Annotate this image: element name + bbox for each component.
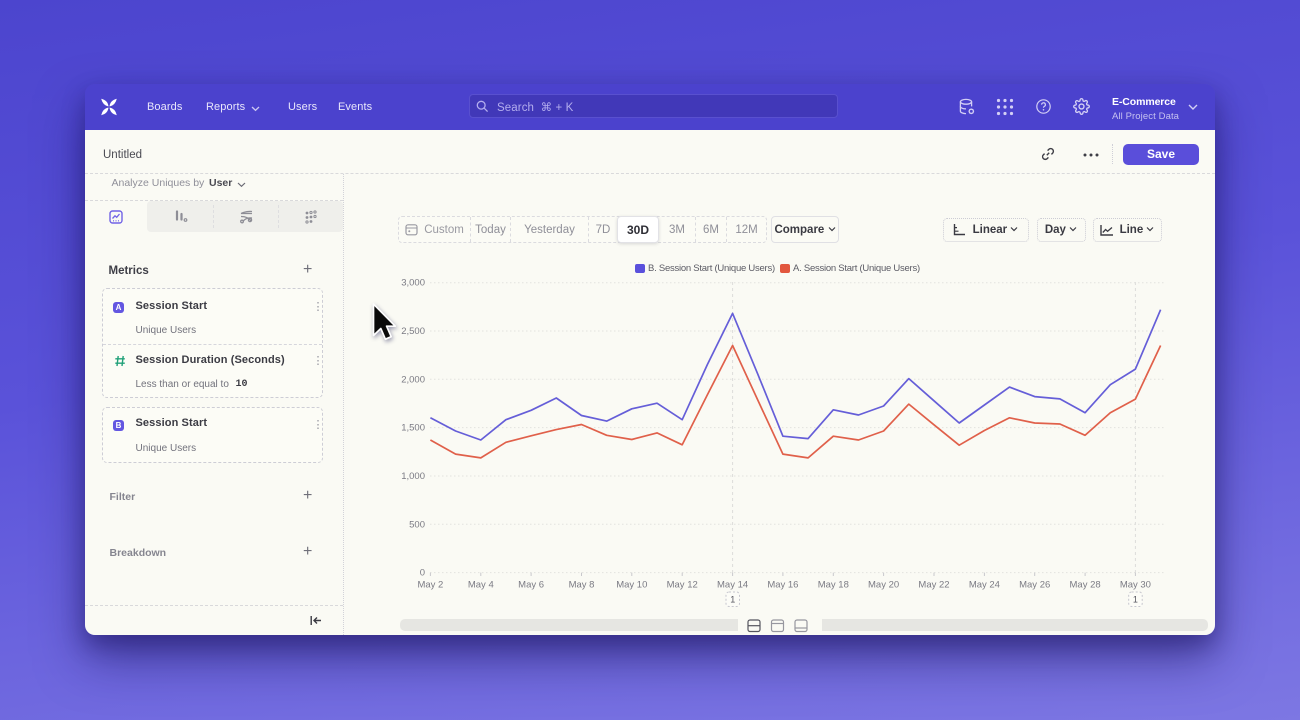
- svg-text:1,500: 1,500: [401, 423, 425, 434]
- svg-text:May 4: May 4: [468, 580, 494, 591]
- svg-text:May 26: May 26: [1019, 580, 1050, 591]
- svg-text:May 12: May 12: [667, 580, 698, 591]
- svg-text:May 20: May 20: [868, 580, 899, 591]
- svg-text:500: 500: [409, 519, 425, 530]
- svg-text:1,000: 1,000: [401, 471, 425, 482]
- svg-text:May 28: May 28: [1070, 580, 1101, 591]
- svg-text:May 30: May 30: [1120, 580, 1151, 591]
- svg-text:2,000: 2,000: [401, 374, 425, 385]
- svg-text:May 22: May 22: [918, 580, 949, 591]
- svg-text:May 10: May 10: [616, 580, 647, 591]
- svg-text:May 2: May 2: [417, 580, 443, 591]
- svg-text:May 24: May 24: [969, 580, 1000, 591]
- svg-text:1: 1: [730, 595, 735, 605]
- svg-text:3,000: 3,000: [401, 278, 425, 289]
- svg-text:May 14: May 14: [717, 580, 748, 591]
- svg-text:0: 0: [420, 568, 425, 579]
- svg-text:May 8: May 8: [569, 580, 595, 591]
- svg-text:May 16: May 16: [767, 580, 798, 591]
- svg-text:2,500: 2,500: [401, 326, 425, 337]
- svg-text:1: 1: [1133, 595, 1138, 605]
- svg-text:May 18: May 18: [818, 580, 849, 591]
- svg-text:May 6: May 6: [518, 580, 544, 591]
